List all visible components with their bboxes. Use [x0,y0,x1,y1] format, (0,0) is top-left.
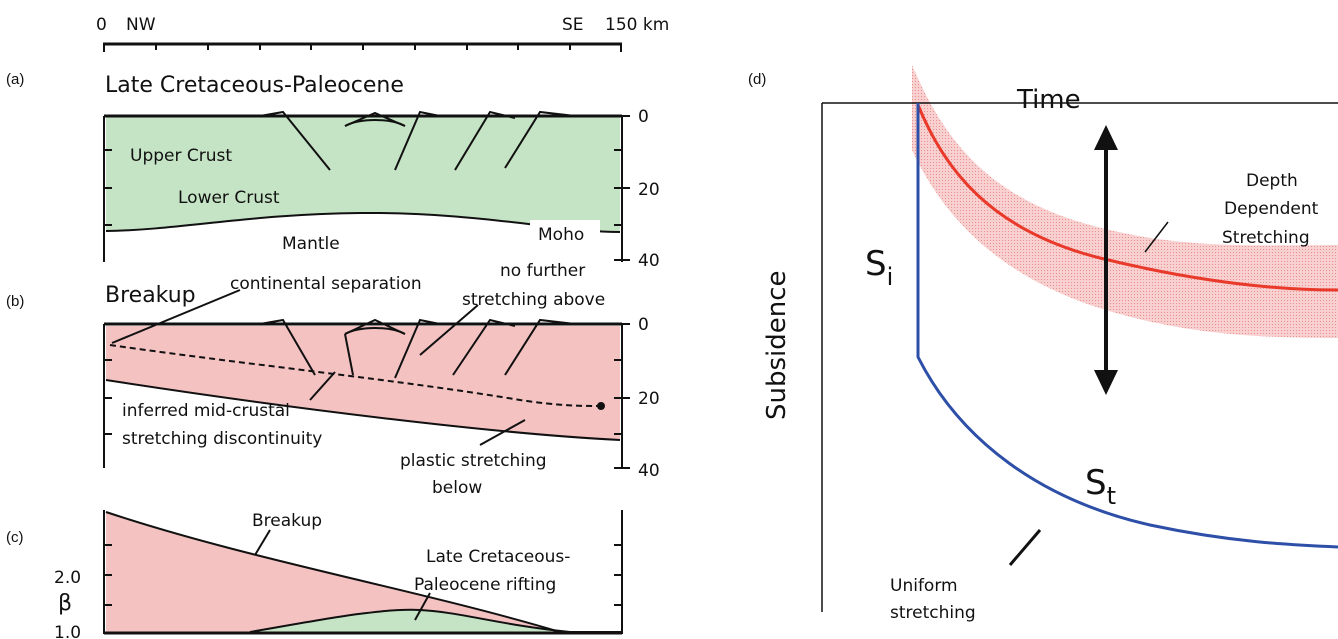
depth-tick: 40 [638,251,660,271]
label-text: Uniform [890,576,958,596]
label-text: Dependent [1224,199,1319,219]
label-text: Paleocene rifting [414,575,556,595]
label-text: Moho [538,225,584,245]
panel-label: (c) [6,529,24,546]
y-label: Subsidence [762,270,792,420]
y-tick: 1.0 [54,623,81,639]
depth-tick: 0 [638,315,649,335]
rifting-area [250,609,560,632]
crust [106,326,620,440]
label-text: Breakup [252,511,322,531]
symbol-main: S [865,244,887,284]
symbol: St [1085,463,1116,510]
label-text: plastic stretching [400,451,547,471]
faults [103,289,630,469]
label-text: Late Cretaceous- [426,547,570,567]
depth-tick: 20 [638,389,660,409]
label-text: inferred mid-crustal [122,401,290,421]
dot [597,402,605,410]
label-text: Upper Crust [130,146,232,166]
label-text: stretching [890,603,976,623]
panel-label: (b) [6,293,24,310]
label-text: no further [500,261,585,281]
panel-title: Breakup [105,283,196,308]
label-text: stretching above [462,290,605,310]
label-text: Lower Crust [178,188,280,208]
axes [821,102,1338,612]
scale-end: 150 km [605,15,669,35]
depth-tick: 0 [638,107,649,127]
depth-tick: 40 [638,461,660,481]
label-text: below [432,478,482,498]
panel-label: (d) [748,71,766,88]
label-text: Stretching [1222,228,1310,248]
symbol-sub: t [1107,482,1116,510]
scale-east: SE [562,15,584,35]
faults [103,110,630,262]
label-text: Depth [1246,171,1298,191]
label-text: stretching discontinuity [122,429,322,449]
label-text: continental separation [230,274,422,294]
moho-box [530,220,600,244]
crust [106,116,620,232]
y-label: β [58,591,72,616]
uncertainty-band [912,65,1338,338]
curves [103,510,623,635]
panel-title: Late Cretaceous-Paleocene [105,73,404,98]
depth-tick: 20 [638,180,660,200]
symbol: Si [865,244,893,291]
y-tick: 2.0 [54,568,81,588]
panel-label: (a) [6,71,24,88]
x-label: Time [1016,85,1081,115]
label-text: Mantle [282,234,340,254]
symbol-main: S [1085,463,1107,503]
scale-start: 0 [96,15,107,35]
symbol-sub: i [887,263,894,291]
scale-west: NW [126,15,156,35]
scale-line [103,42,622,52]
